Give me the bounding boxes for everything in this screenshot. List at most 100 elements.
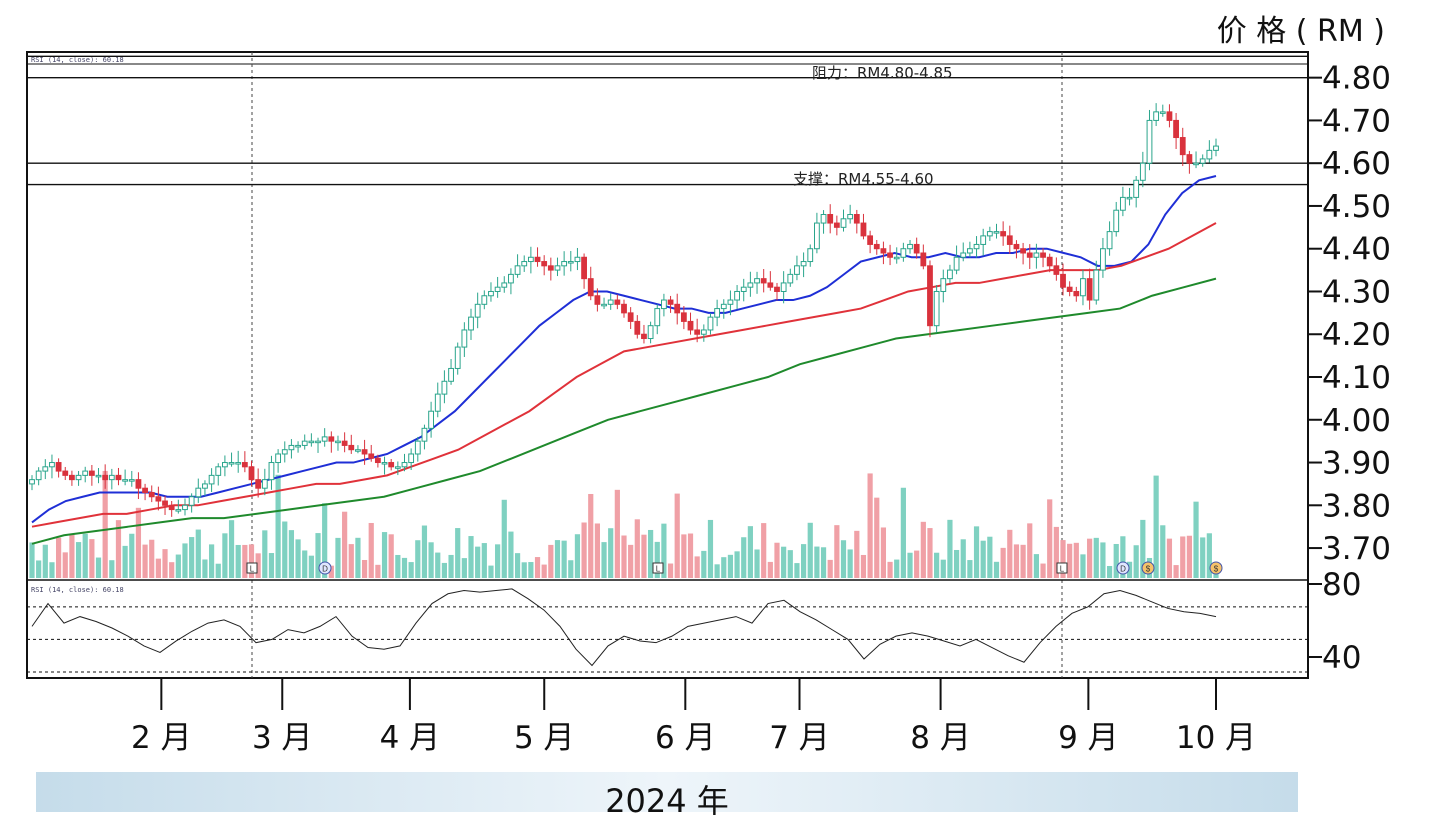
- volume-bar: [521, 562, 527, 578]
- volume-bar: [62, 552, 68, 578]
- volume-bar: [914, 550, 920, 578]
- moving-average-line-3: [31, 277, 1217, 545]
- candle-body: [953, 256, 960, 271]
- volume-bar: [322, 503, 328, 578]
- candle-body: [927, 265, 933, 327]
- candle-body: [215, 466, 222, 476]
- candle-body: [760, 278, 767, 284]
- candle-body: [527, 256, 534, 263]
- volume-bar: [541, 564, 547, 578]
- volume-bar: [980, 540, 986, 578]
- volume-bar: [561, 540, 567, 578]
- candle-body: [1020, 248, 1027, 254]
- candle-body: [35, 470, 42, 481]
- volume-bar: [208, 544, 215, 578]
- candle-body: [727, 299, 734, 305]
- volume-bar: [874, 497, 880, 578]
- volume-bar: [388, 534, 394, 578]
- candle-body: [88, 470, 95, 476]
- candle-body: [1086, 278, 1093, 301]
- candle-body: [614, 299, 621, 305]
- candle-body: [62, 470, 69, 476]
- volume-bar: [734, 551, 740, 578]
- candle-body: [295, 444, 301, 448]
- candle-body: [248, 466, 255, 481]
- volume-bar: [155, 558, 161, 578]
- volume-bar: [36, 560, 42, 578]
- candle-body: [288, 444, 295, 451]
- volume-bar: [534, 557, 541, 578]
- volume-bar: [934, 552, 940, 578]
- volume-bar: [1093, 537, 1099, 578]
- event-marker-label: $: [1146, 565, 1151, 574]
- candle-body: [1100, 248, 1106, 271]
- y-tick-label: 3.80: [1322, 488, 1391, 524]
- candle-body: [414, 440, 421, 455]
- candle-body: [674, 303, 681, 314]
- candle-body: [933, 290, 940, 327]
- candle-body: [561, 261, 568, 267]
- volume-bar: [707, 519, 714, 578]
- volume-bar: [1007, 529, 1013, 578]
- event-marker: [1056, 562, 1068, 574]
- volume-bar: [262, 530, 268, 578]
- volume-bar: [987, 536, 993, 578]
- candle-body: [907, 243, 913, 250]
- volume-bar: [129, 533, 135, 578]
- volume-bar: [315, 533, 321, 578]
- y-tick-label: 4.60: [1322, 146, 1391, 182]
- volume-bar: [574, 534, 581, 578]
- candle-body: [813, 222, 820, 250]
- volume-bar: [255, 553, 261, 578]
- candle-body: [75, 474, 82, 481]
- candle-body: [135, 479, 142, 489]
- volume-bar: [189, 537, 195, 578]
- volume-bar: [1027, 523, 1033, 578]
- volume-bar: [1100, 542, 1106, 578]
- volume-bar: [827, 559, 833, 578]
- candle-body: [680, 312, 687, 322]
- candle-body: [574, 256, 581, 263]
- volume-bar: [687, 533, 694, 578]
- volume-bar: [268, 553, 275, 578]
- candle-body: [1013, 243, 1020, 250]
- volume-bar: [49, 562, 55, 578]
- y-tick-label: 4.20: [1322, 317, 1391, 353]
- candle-body: [221, 462, 228, 468]
- volume-bar: [1193, 501, 1199, 578]
- event-marker-label: L: [250, 565, 255, 574]
- volume-bar: [295, 539, 301, 578]
- volume-bar: [381, 532, 388, 578]
- candle-body: [641, 333, 647, 340]
- candle-body: [780, 282, 787, 292]
- candle-body: [321, 436, 328, 442]
- volume-bar: [375, 564, 381, 578]
- candle-body: [1199, 158, 1206, 164]
- candle-body: [182, 504, 188, 511]
- volume-bar: [282, 521, 288, 578]
- candle-body: [188, 496, 195, 506]
- candle-body: [867, 235, 874, 245]
- volume-bar: [880, 527, 887, 578]
- volume-bar: [342, 511, 348, 578]
- volume-bar: [215, 563, 221, 578]
- volume-bar: [1040, 563, 1046, 578]
- candle-body: [1146, 119, 1153, 164]
- candle-body: [514, 265, 521, 275]
- candle-body: [940, 278, 947, 292]
- candle-body: [873, 243, 880, 250]
- candle-body: [607, 299, 614, 305]
- candle-body: [913, 243, 920, 254]
- volume-bar: [1200, 537, 1206, 578]
- volume-bar: [1013, 544, 1020, 578]
- candle-body: [374, 457, 381, 464]
- volume-bar: [634, 519, 640, 578]
- x-tick-label: 2 月: [131, 720, 192, 756]
- candle-body: [1033, 252, 1040, 258]
- candle-body: [454, 346, 461, 369]
- candle-body: [448, 367, 454, 382]
- volume-bar: [947, 519, 953, 578]
- candle-body: [1106, 231, 1113, 250]
- volume-bar: [761, 523, 767, 578]
- candle-body: [428, 410, 435, 429]
